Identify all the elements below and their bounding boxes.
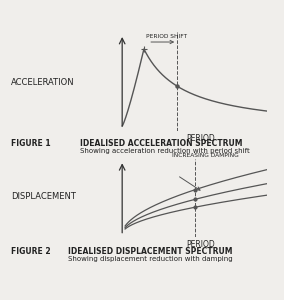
Text: DISPLACEMENT: DISPLACEMENT [11,192,76,201]
Text: FIGURE 1: FIGURE 1 [11,140,51,148]
Text: IDEALISED ACCELERATION SPECTRUM: IDEALISED ACCELERATION SPECTRUM [80,140,242,148]
Text: Showing displacement reduction with damping: Showing displacement reduction with damp… [68,256,233,262]
Text: PERIOD: PERIOD [186,240,215,249]
Text: INCREASING DAMPING: INCREASING DAMPING [172,153,239,158]
Text: ACCELERATION: ACCELERATION [11,78,75,87]
Text: Showing acceleration reduction with period shift: Showing acceleration reduction with peri… [80,148,249,154]
Text: PERIOD: PERIOD [186,134,215,143]
Text: FIGURE 2: FIGURE 2 [11,248,51,256]
Text: PERIOD SHIFT: PERIOD SHIFT [146,34,187,39]
Text: IDEALISED DISPLACEMENT SPECTRUM: IDEALISED DISPLACEMENT SPECTRUM [68,248,233,256]
